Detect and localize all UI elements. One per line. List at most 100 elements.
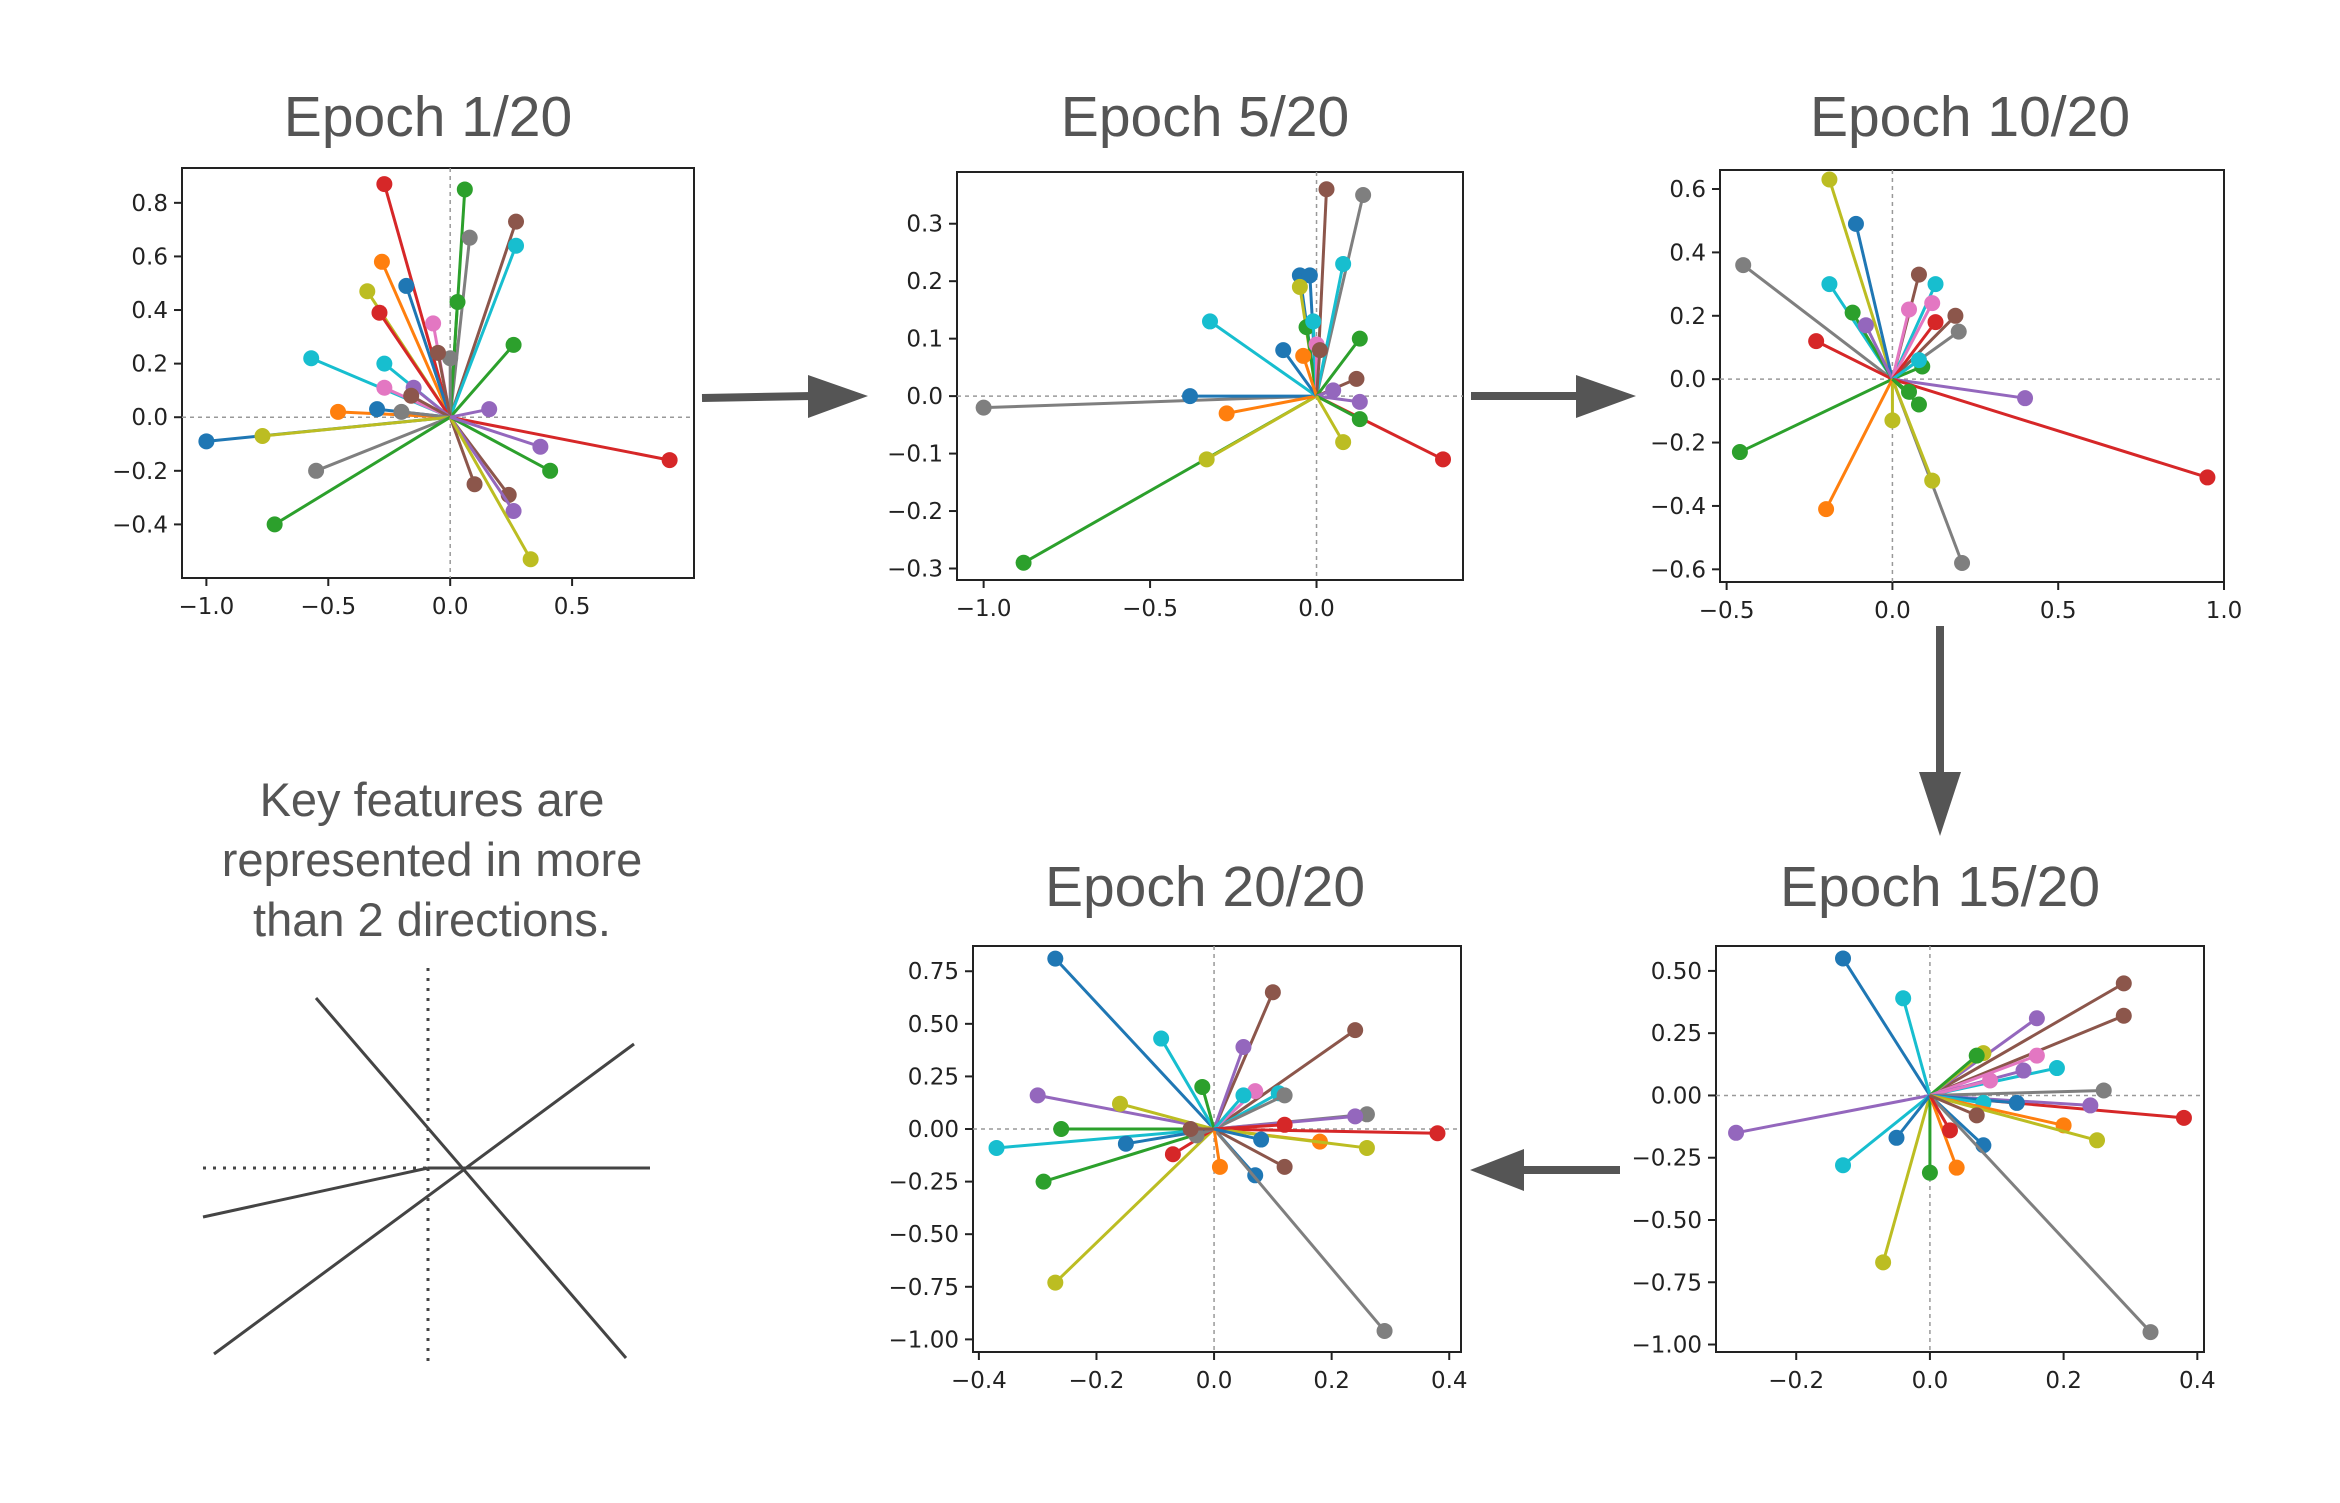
feature-vector-point	[1731, 444, 1748, 461]
feature-vector-point	[2199, 469, 2216, 486]
feature-vector-line	[1205, 394, 1318, 461]
feature-vector-point	[1335, 434, 1352, 451]
feature-vector-line	[448, 416, 532, 560]
feature-vector	[403, 387, 451, 419]
feature-vector-line	[1213, 1127, 1368, 1150]
feature-vector-point	[1325, 382, 1342, 399]
feature-vector-point	[456, 181, 473, 198]
feature-vector	[1182, 388, 1317, 405]
feature-vector-line	[1854, 223, 1894, 380]
feature-vector-point	[2115, 1007, 2132, 1024]
feature-vector-line	[448, 416, 476, 485]
feature-vector-point	[1901, 383, 1917, 400]
feature-vector-point	[481, 401, 498, 418]
feature-vector	[1928, 1094, 2159, 1341]
feature-vector-line	[1212, 1046, 1245, 1130]
feature-vector	[1929, 1094, 1985, 1124]
feature-vector-point	[2089, 1132, 2106, 1149]
feature-vector-point	[1968, 1107, 1985, 1124]
feature-vector-line	[1213, 1123, 1285, 1131]
feature-vector	[1029, 1087, 1215, 1131]
arrow-epoch10-to-epoch15	[1919, 626, 1961, 836]
feature-vector-line	[1315, 263, 1345, 397]
feature-vector-point	[1835, 950, 1852, 967]
feature-vector-point	[1053, 1121, 1070, 1138]
x-tick-label: −0.5	[1122, 596, 1178, 622]
feature-vector	[1891, 295, 1941, 380]
feature-vector-point	[1153, 1030, 1170, 1047]
x-tick-label: 0.5	[2040, 598, 2077, 624]
feature-vector-line	[449, 343, 515, 419]
y-tick-label: −0.50	[1632, 1208, 1702, 1234]
feature-vector-point	[1305, 313, 1322, 330]
feature-vector-line	[1119, 1102, 1215, 1131]
y-tick-label: −0.1	[887, 442, 943, 468]
y-tick-label: −0.2	[112, 459, 168, 485]
feature-vector-point	[1921, 1164, 1938, 1181]
feature-vector-line	[382, 183, 452, 418]
feature-vector-line	[1891, 321, 1937, 381]
feature-vector-line	[1890, 309, 1911, 380]
feature-vector-point	[1808, 333, 1825, 350]
feature-vector-point	[1821, 276, 1838, 293]
feature-vector-point	[461, 229, 478, 246]
feature-vector	[1182, 1121, 1215, 1138]
feature-vector-point	[508, 237, 525, 254]
feature-vector-point	[266, 516, 283, 533]
feature-vector-point	[1276, 1158, 1293, 1175]
panels: Epoch 1/20 −1.0 −0.5 0.0 0.5 −0.4 −0.2 0.0 0.2 0.…	[112, 85, 2242, 1394]
feature-vector-point	[2175, 1109, 2192, 1126]
feature-vector-point	[2028, 1047, 2045, 1064]
y-tick-label: 0.6	[131, 244, 168, 270]
feature-vector-line	[1212, 991, 1275, 1130]
y-tick-label: 0.00	[908, 1117, 959, 1143]
feature-vector-point	[1968, 1047, 1985, 1064]
feature-vector-line	[1209, 320, 1318, 398]
feature-vector-point	[1235, 1038, 1252, 1055]
x-tick-label: 0.0	[432, 594, 469, 620]
feature-vector-point	[449, 293, 466, 310]
feature-vector	[393, 403, 451, 420]
feature-vector	[1929, 975, 2132, 1097]
feature-vector-point	[505, 336, 522, 353]
plot-area	[956, 171, 1464, 581]
note-line-1: Key features are	[260, 773, 605, 826]
plot-area	[1719, 169, 2225, 583]
feature-vector	[1295, 347, 1318, 397]
feature-vector	[1929, 1093, 2106, 1149]
feature-vector	[1921, 1095, 1938, 1181]
feature-vector	[1315, 395, 1352, 451]
feature-vector-point	[2028, 1010, 2045, 1027]
y-tick-label: −0.2	[887, 499, 943, 525]
feature-vector-line	[1928, 1054, 1978, 1097]
feature-vector-line	[401, 410, 451, 419]
feature-vector	[448, 416, 483, 493]
feature-vector-point	[1924, 472, 1941, 489]
arrow-epoch5-to-epoch10	[1471, 375, 1636, 418]
y-tick-label: 0.00	[1651, 1083, 1702, 1109]
feature-vector-line	[1282, 349, 1318, 397]
feature-vector	[1857, 317, 1894, 380]
feature-vector-point	[1218, 405, 1235, 422]
feature-vector-point	[1275, 342, 1292, 359]
feature-vector-point	[1111, 1095, 1128, 1112]
feature-vector-line	[449, 415, 551, 473]
feature-vector-point	[1194, 1078, 1211, 1095]
feature-vector-point	[1253, 1131, 1270, 1148]
feature-vector	[1213, 1116, 1293, 1133]
feature-vector-point	[1888, 1129, 1905, 1146]
feature-vector	[1875, 1095, 1932, 1271]
x-tick-label: 0.0	[1298, 596, 1335, 622]
feature-vector-point	[1351, 411, 1368, 428]
x-tick-label: 0.5	[554, 594, 591, 620]
feature-vector	[376, 176, 452, 418]
feature-vector-line	[448, 245, 518, 418]
feature-vector	[1884, 379, 1901, 429]
feature-vector-point	[398, 277, 415, 294]
x-tick-label: 0.0	[1874, 598, 1911, 624]
feature-vector	[442, 350, 459, 418]
feature-vector-point	[1910, 266, 1927, 283]
feature-vector-point	[1950, 323, 1967, 340]
feature-vector	[1202, 313, 1318, 398]
